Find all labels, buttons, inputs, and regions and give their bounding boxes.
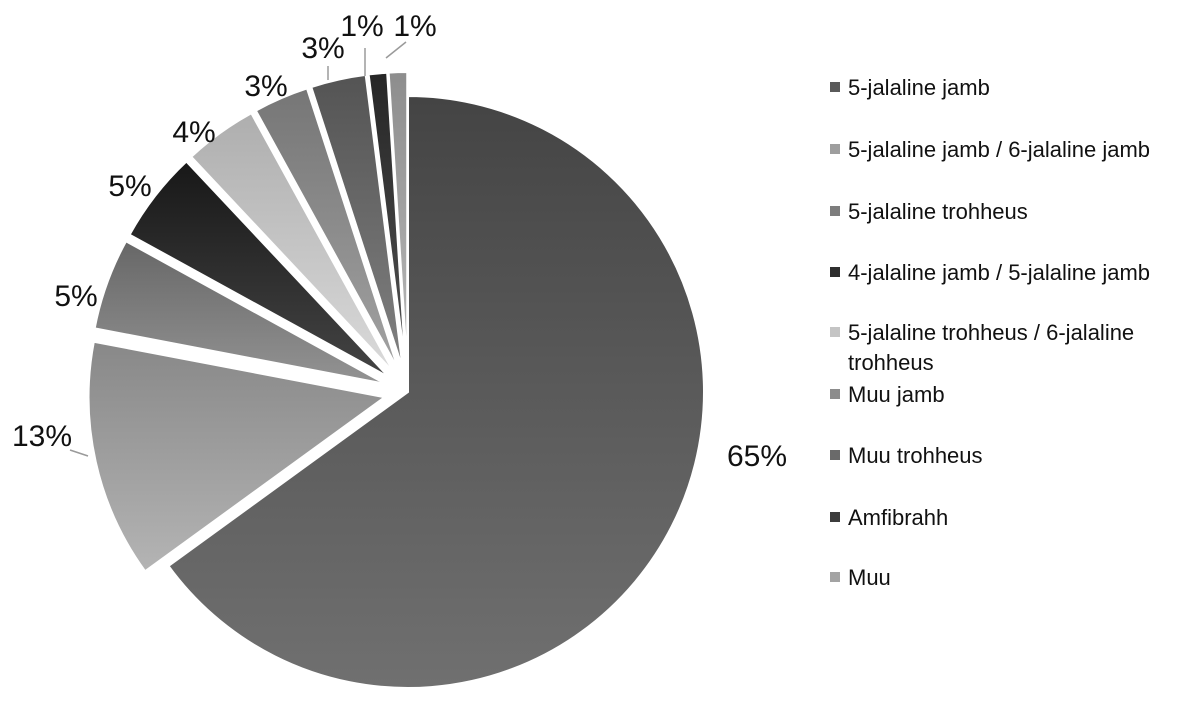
pie-slice-3 [93, 239, 386, 385]
leader-lines [69, 41, 407, 457]
legend-label-5: 5-jalaline trohheus / 6-jalaline trohheus [848, 320, 1134, 375]
legend-label-7: Muu trohheus [848, 443, 983, 468]
data-label-5: 4% [172, 116, 215, 149]
legend-swatch-5 [830, 327, 840, 337]
legend-label-9: Muu [848, 565, 891, 590]
data-label-7: 3% [301, 32, 344, 65]
pie-slice-6 [254, 87, 400, 371]
pie-slice-5 [189, 111, 395, 374]
legend-label-2: 5-jalaline jamb / 6-jalaline jamb [848, 137, 1150, 162]
leader-line-9 [385, 41, 407, 59]
legend-swatch-2 [830, 144, 840, 154]
data-label-6: 3% [244, 70, 287, 103]
data-label-8: 1% [340, 10, 383, 43]
legend-swatch-6 [830, 389, 840, 399]
legend: 5-jalaline jamb 5-jalaline jamb / 6-jalal… [830, 75, 1150, 590]
data-label-9: 1% [393, 10, 436, 43]
data-labels: 65%13%5%5%4%3%3%1% 1% [12, 10, 787, 473]
legend-swatch-3 [830, 206, 840, 216]
pie-slice-8 [367, 71, 407, 369]
pie-slices [87, 71, 705, 689]
legend-swatch-7 [830, 450, 840, 460]
data-label-4: 5% [108, 170, 151, 203]
pie-slice-1 [167, 94, 705, 689]
pie-slice-2 [87, 340, 388, 573]
legend-label-4: 4-jalaline jamb / 5-jalaline jamb [848, 260, 1150, 285]
legend-swatch-9 [830, 572, 840, 582]
legend-label-3: 5-jalaline trohheus [848, 199, 1028, 224]
legend-swatch-8 [830, 512, 840, 522]
pie-slice-4 [128, 160, 390, 379]
data-label-2: 13% [12, 420, 72, 453]
legend-label-8: Amfibrahh [848, 505, 948, 530]
data-label-3: 5% [54, 280, 97, 313]
legend-label-1: 5-jalaline jamb [848, 75, 990, 100]
legend-label-6: Muu jamb [848, 382, 945, 407]
pie-slice-9 [387, 71, 409, 369]
data-label-1: 65% [727, 440, 787, 473]
legend-swatch-1 [830, 82, 840, 92]
leader-line-2 [69, 449, 89, 457]
legend-swatch-4 [830, 267, 840, 277]
